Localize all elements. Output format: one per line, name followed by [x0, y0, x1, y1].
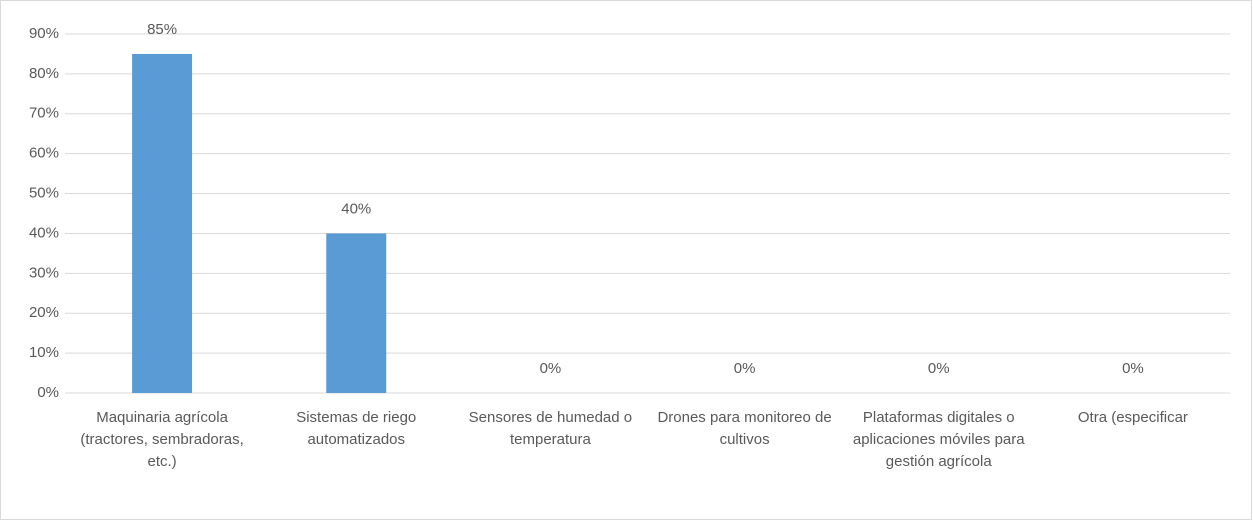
x-tick-label: Sistemas de riego automatizados	[296, 409, 417, 448]
x-tick-label: Plataformas digitales o aplicaciones móv…	[852, 409, 1025, 470]
y-tick-label: 80%	[29, 65, 59, 82]
data-label: 85%	[147, 21, 177, 38]
y-tick-label: 60%	[29, 145, 59, 162]
data-label: 40%	[341, 200, 371, 217]
y-tick-label: 10%	[29, 344, 59, 361]
data-label: 0%	[1122, 360, 1144, 377]
data-label: 0%	[734, 360, 756, 377]
y-tick-label: 40%	[29, 224, 59, 241]
y-tick-label: 30%	[29, 264, 59, 281]
x-tick-label: Maquinaria agrícola (tractores, sembrado…	[80, 409, 244, 470]
bar	[326, 233, 387, 393]
data-label: 0%	[928, 360, 950, 377]
y-tick-label: 70%	[29, 105, 59, 122]
x-tick-label: Sensores de humedad o temperatura	[468, 409, 633, 448]
x-tick-label: Otra (especificar	[1077, 409, 1188, 426]
data-label: 0%	[540, 360, 562, 377]
y-tick-label: 0%	[37, 384, 59, 401]
x-tick-label: Drones para monitoreo de cultivos	[657, 409, 832, 448]
bar	[132, 53, 193, 393]
y-tick-label: 50%	[29, 185, 59, 202]
y-tick-label: 90%	[29, 25, 59, 42]
y-tick-label: 20%	[29, 304, 59, 321]
